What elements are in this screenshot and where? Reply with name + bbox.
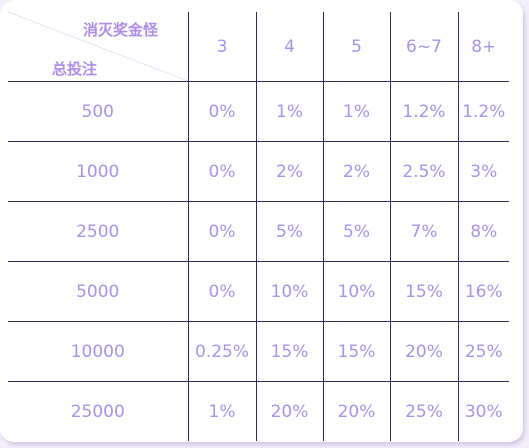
table-row: 1000 0% 2% 2% 2.5% 3%: [8, 141, 509, 202]
total-bet-cell: 10000: [8, 321, 188, 382]
bonus-cell: 15%: [255, 321, 323, 382]
column-header-4: 4: [255, 12, 323, 82]
bonus-cell: 2.5%: [389, 141, 458, 202]
bonus-cell: 5%: [322, 201, 390, 262]
total-bet-cell: 1000: [8, 141, 188, 202]
bonus-cell: 25%: [457, 321, 509, 382]
monsters-defeated-label: 消灭奖金怪: [83, 21, 159, 39]
table-row: 2500 0% 5% 5% 7% 8%: [8, 201, 509, 262]
corner-header-cell: 消灭奖金怪 总投注: [8, 12, 188, 82]
column-header-8-plus: 8+: [457, 12, 509, 82]
total-bet-label: 总投注: [52, 60, 98, 78]
bonus-cell: 1.2%: [457, 81, 509, 142]
bonus-cell: 15%: [322, 321, 390, 382]
bonus-cell: 15%: [389, 261, 458, 322]
column-header-6-7: 6~7: [389, 12, 458, 82]
bonus-cell: 30%: [457, 381, 509, 441]
bonus-cell: 0%: [187, 81, 256, 142]
bonus-cell: 20%: [389, 321, 458, 382]
bonus-payout-table: 消灭奖金怪 总投注 3 4 5 6~7 8+ 500 0% 1% 1% 1.2%…: [8, 12, 509, 441]
bonus-cell: 1%: [255, 81, 323, 142]
bonus-cell: 1%: [322, 81, 390, 142]
bonus-cell: 0.25%: [187, 321, 256, 382]
total-bet-cell: 5000: [8, 261, 188, 322]
bonus-cell: 8%: [457, 201, 509, 262]
table-row: 5000 0% 10% 10% 15% 16%: [8, 261, 509, 322]
bonus-cell: 25%: [389, 381, 458, 441]
bonus-cell: 7%: [389, 201, 458, 262]
column-header-3: 3: [187, 12, 256, 82]
bonus-cell: 1.2%: [389, 81, 458, 142]
bonus-cell: 0%: [187, 141, 256, 202]
bonus-cell: 16%: [457, 261, 509, 322]
bonus-cell: 5%: [255, 201, 323, 262]
column-header-5: 5: [322, 12, 390, 82]
bonus-cell: 20%: [255, 381, 323, 441]
total-bet-cell: 2500: [8, 201, 188, 262]
bonus-cell: 20%: [322, 381, 390, 441]
bonus-cell: 3%: [457, 141, 509, 202]
total-bet-cell: 500: [8, 81, 188, 142]
bonus-cell: 10%: [322, 261, 390, 322]
bonus-cell: 1%: [187, 381, 256, 441]
table-row: 500 0% 1% 1% 1.2% 1.2%: [8, 81, 509, 142]
total-bet-cell: 25000: [70, 401, 125, 422]
header-row: 消灭奖金怪 总投注 3 4 5 6~7 8+: [8, 12, 509, 82]
bonus-cell: 0%: [187, 201, 256, 262]
table-row: 25000 1% 20% 20% 25% 30%: [8, 381, 509, 441]
diagonal-divider: [8, 12, 188, 81]
table-row: 10000 0.25% 15% 15% 20% 25%: [8, 321, 509, 382]
bonus-cell: 0%: [187, 261, 256, 322]
bonus-cell: 2%: [255, 141, 323, 202]
bonus-cell: 2%: [322, 141, 390, 202]
bonus-table-panel: 消灭奖金怪 总投注 3 4 5 6~7 8+ 500 0% 1% 1% 1.2%…: [0, 0, 523, 442]
bonus-cell: 10%: [255, 261, 323, 322]
